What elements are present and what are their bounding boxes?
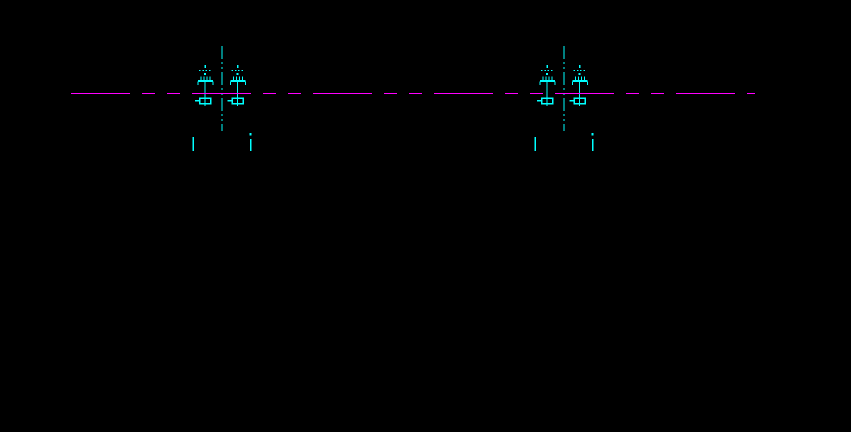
- lower-tick-dot: [249, 133, 252, 136]
- symbol-dot: [236, 73, 239, 75]
- pipe-support-symbol[interactable]: [227, 65, 247, 106]
- symbol-dot: [204, 73, 206, 75]
- symbol-dot: [546, 73, 548, 75]
- lower-tick-dot: [591, 133, 594, 136]
- symbol-dot: [578, 73, 581, 75]
- pipe-support-symbol[interactable]: [569, 65, 589, 106]
- left-support-assembly[interactable]: [192, 46, 252, 151]
- right-support-assembly[interactable]: [534, 46, 594, 151]
- pipe-support-symbol[interactable]: [195, 65, 214, 106]
- pipe-support-symbol[interactable]: [537, 65, 556, 106]
